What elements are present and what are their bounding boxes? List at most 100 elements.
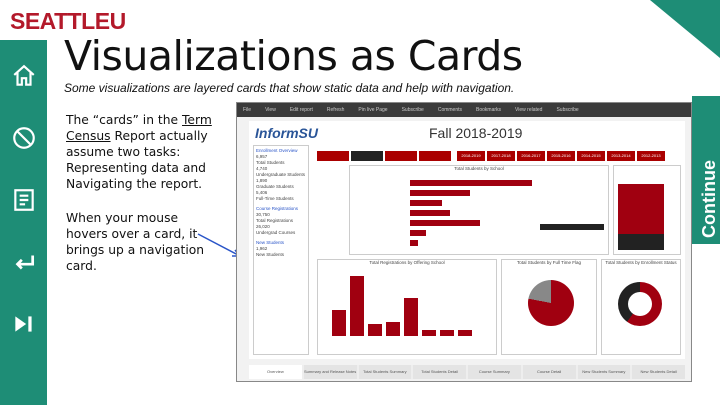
bar [410, 240, 418, 246]
toolbar-item: Pin live Page [358, 107, 388, 113]
card-value[interactable]: 26,020 [256, 224, 270, 229]
registrations-chart[interactable]: Total Registrations by Offering School [317, 259, 497, 355]
bar [458, 330, 472, 336]
filter-button[interactable] [419, 151, 451, 161]
bar [410, 220, 480, 226]
card-label: Graduate Students [256, 184, 294, 189]
bar [332, 310, 346, 336]
toolbar-item: Edit report [289, 107, 313, 113]
toolbar-item: Bookmarks [476, 107, 502, 113]
side-nav-rail [0, 40, 47, 405]
toolbar-item: Subscribe [556, 107, 579, 113]
bar [410, 190, 470, 196]
card-label: Total Students [256, 160, 285, 165]
continue-tab-label[interactable]: Continue [699, 160, 719, 238]
return-button[interactable] [0, 238, 47, 286]
toolbar-item: Refresh [326, 107, 345, 113]
students-by-school-card[interactable]: Total Students by School [349, 165, 609, 255]
year-button[interactable]: 2012-2013 [637, 151, 665, 161]
enrollment-status-chart[interactable]: Total Students by Enrollment Status [601, 259, 681, 355]
year-button[interactable]: 2016-2017 [517, 151, 545, 161]
slide-subtitle: Some visualizations are layered cards th… [64, 81, 515, 95]
paragraph-hover: When your mouse hovers over a card, it b… [66, 211, 205, 273]
bar [540, 224, 604, 230]
term-title: Fall 2018-2019 [429, 125, 523, 141]
pie [528, 280, 574, 326]
bar [386, 322, 400, 336]
card-value[interactable]: 6,957 [256, 154, 268, 159]
chart-title: Total Students by Full Time Flag [516, 260, 582, 265]
year-button[interactable]: 2017-2018 [487, 151, 515, 161]
toolbar-item: File [243, 107, 252, 113]
card-value[interactable]: 5,406 [256, 190, 268, 195]
card-value[interactable]: 30,750 [256, 212, 270, 217]
term-census-link[interactable]: Term Census [66, 113, 212, 143]
card-head: Course Registrations [256, 206, 299, 211]
bar [422, 330, 436, 336]
informsu-logo: InformSU [255, 125, 318, 141]
card-head: New Students [256, 240, 285, 245]
accessibility-icon [13, 189, 34, 211]
toolbar-item: Subscribe [401, 107, 424, 113]
skip-to-end-button[interactable] [0, 300, 47, 348]
status-block [618, 184, 664, 234]
filter-button[interactable] [351, 151, 383, 161]
seattle-u-logo: SEATTLEU [10, 8, 126, 34]
bar [350, 276, 364, 336]
chart-title: Total Registrations by Offering School [369, 260, 445, 265]
toolbar-item: Comments [437, 107, 463, 113]
donut [618, 282, 662, 326]
left-cards: Enrollment Overview 6,957 Total Students… [253, 145, 309, 355]
skip-to-end-icon [14, 316, 32, 332]
slide-title: Visualizations as Cards [64, 32, 523, 80]
card-value[interactable]: 4,740 [256, 166, 268, 171]
card-label: Undergrad Courses [256, 230, 296, 235]
paragraph-cards-pre: The “cards” in the [66, 113, 182, 127]
card-label: New Students [256, 252, 285, 257]
power-bi-screenshot: File View Edit report Refresh Pin live P… [236, 102, 692, 382]
donut-hole [628, 292, 652, 316]
report-tab[interactable]: Overview [249, 365, 302, 379]
card-value[interactable]: 1,962 [256, 246, 268, 251]
report-tab[interactable]: Course Detail [522, 365, 576, 379]
report-canvas: InformSU Fall 2018-2019 Enrollment Overv… [249, 121, 685, 359]
bar [404, 298, 418, 336]
report-tab[interactable]: Summary and Release Notes [303, 365, 357, 379]
report-tab[interactable]: New Students Detail [632, 365, 685, 379]
year-button[interactable]: 2018-2019 [457, 151, 485, 161]
report-tab[interactable]: Total Students Detail [413, 365, 466, 379]
year-button[interactable]: 2015-2016 [547, 151, 575, 161]
year-button[interactable]: 2014-2015 [577, 151, 605, 161]
enrollment-status-card[interactable] [613, 165, 681, 255]
status-block [618, 234, 664, 250]
card-value[interactable]: 1,890 [256, 178, 268, 183]
home-button[interactable] [0, 52, 47, 100]
continue-tab[interactable] [692, 96, 720, 244]
bar [440, 330, 454, 336]
bar [410, 210, 450, 216]
report-tab[interactable]: New Students Summary [577, 365, 631, 379]
card-label: Total Registrations [256, 218, 294, 223]
toolbar-item: View [265, 107, 276, 113]
report-tabs: Overview Summary and Release Notes Total… [249, 365, 685, 379]
bar [410, 230, 426, 236]
bar [368, 324, 382, 336]
paragraph-cards-post: Report actually assume two tasks: Repres… [66, 129, 208, 191]
report-tab[interactable]: Total Students Summary [358, 365, 412, 379]
bar [410, 180, 532, 186]
paragraph-cards: The “cards” in the Term Census Report ac… [66, 112, 216, 192]
home-icon [13, 64, 34, 86]
no-entry-button[interactable] [0, 114, 47, 162]
card-label: Undergraduate Students [256, 172, 306, 177]
report-tab[interactable]: Course Summary [468, 365, 521, 379]
filter-button[interactable] [385, 151, 417, 161]
report-toolbar: File View Edit report Refresh Pin live P… [237, 103, 691, 117]
bar [410, 200, 442, 206]
chart-title: Total Students by School [454, 166, 504, 171]
card-head: Enrollment Overview [256, 148, 298, 153]
chart-title: Total Students by Enrollment Status [605, 260, 677, 265]
year-button[interactable]: 2013-2014 [607, 151, 635, 161]
full-time-chart[interactable]: Total Students by Full Time Flag [501, 259, 597, 355]
filter-button[interactable] [317, 151, 349, 161]
accessibility-button[interactable] [0, 176, 47, 224]
